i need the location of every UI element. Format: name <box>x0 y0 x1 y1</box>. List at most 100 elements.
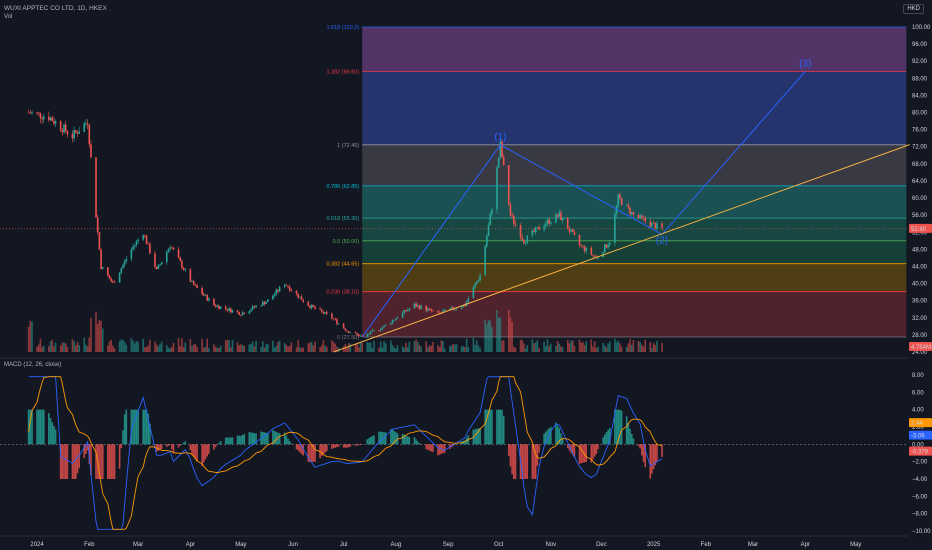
candle-body <box>425 305 428 311</box>
candle-body <box>324 312 326 314</box>
volume-bar <box>118 340 121 352</box>
histogram-tag: -0.379 <box>911 450 929 456</box>
macd-histogram-bar <box>390 429 392 445</box>
candle-body <box>261 301 264 306</box>
macd-histogram-bar <box>416 441 419 445</box>
volume-bar <box>555 345 557 352</box>
currency-badge[interactable]: HKD <box>903 4 924 14</box>
macd-histogram-bar <box>231 437 234 445</box>
macd-histogram-bar <box>285 435 288 445</box>
macd-histogram-bar <box>513 444 515 479</box>
price-tick-label: 36.00 <box>912 299 928 305</box>
volume-bar <box>248 344 251 352</box>
candle-body <box>390 323 392 325</box>
volume-bar <box>261 341 264 352</box>
candle-body <box>123 260 126 265</box>
volume-bar <box>218 348 220 352</box>
volume-bar <box>278 340 281 352</box>
volume-bar <box>502 339 505 352</box>
candle-body <box>326 312 328 314</box>
macd-histogram-bar <box>273 431 276 445</box>
candle-body <box>319 308 321 310</box>
x-tick-label: Oct <box>494 542 504 548</box>
drawings[interactable]: (1) (2) (3) <box>333 58 910 353</box>
volume-bar <box>159 344 161 352</box>
volume-bar <box>319 347 321 352</box>
macd-tick-label: −6.00 <box>912 494 928 500</box>
volume-bar <box>194 344 197 352</box>
macd-histogram-bar <box>236 435 239 445</box>
candle-body <box>39 112 42 119</box>
candle-body <box>64 124 67 132</box>
candle-body <box>661 223 663 228</box>
macd-histogram-bar <box>418 443 421 445</box>
x-axis: 2024 Feb Mar Apr May Jun Jul Aug Sep Oct Nov Dec 202… <box>30 542 861 548</box>
volume-bar <box>462 346 465 352</box>
macd-line <box>28 376 663 530</box>
macd-tick-label: −4.00 <box>912 477 928 483</box>
candle-body <box>651 222 653 227</box>
candle-body <box>171 247 173 249</box>
candle-body <box>334 318 337 320</box>
candle-body <box>53 121 55 124</box>
macd-histogram-bar <box>347 444 350 448</box>
volume-bar <box>369 342 372 352</box>
candle-body <box>359 335 362 337</box>
volume-bar <box>167 347 170 352</box>
macd-histogram-bar <box>543 433 545 445</box>
candle-body <box>322 311 325 314</box>
candle-body <box>627 204 630 208</box>
macd-panel <box>27 376 663 530</box>
x-tick-label: May <box>235 542 246 548</box>
candle-body <box>583 246 586 252</box>
volume-bar <box>107 345 109 352</box>
candle-body <box>582 245 584 247</box>
macd-histogram-bar <box>454 444 456 446</box>
macd-histogram-bar <box>438 444 441 455</box>
volume-bar <box>396 345 399 352</box>
last-price-tag-bg <box>909 223 932 233</box>
macd-histogram-bar <box>179 444 182 446</box>
volume-bar <box>29 320 32 352</box>
volume-bar <box>511 321 513 352</box>
volume-tag: 4.754M <box>911 345 931 351</box>
x-tick-label: Apr <box>801 542 810 548</box>
wave-label: (3) <box>799 58 811 69</box>
macd-histogram-bar <box>86 444 89 451</box>
volume-bar <box>177 338 180 352</box>
macd-histogram-bar <box>627 422 630 445</box>
candle-body <box>285 285 288 286</box>
candle-body <box>654 223 657 229</box>
candle-body <box>108 275 111 279</box>
candle-body <box>36 112 38 113</box>
volume-bar <box>184 342 187 352</box>
macd-histogram-bar <box>630 433 633 445</box>
candle-body <box>263 301 266 305</box>
volume-bar <box>331 340 333 352</box>
candle-body <box>642 217 645 219</box>
macd-histogram-bar <box>550 426 552 445</box>
macd-histogram-bar <box>149 423 151 445</box>
macd-histogram-bar <box>371 436 374 445</box>
macd-histogram-bar <box>336 444 338 448</box>
macd-histogram-bar <box>265 432 267 445</box>
volume-bar <box>491 326 493 352</box>
candle-body <box>90 144 92 158</box>
candle-body <box>112 281 114 283</box>
macd-histogram-bar <box>501 409 503 445</box>
volume-bar <box>147 345 150 352</box>
volume-bar <box>651 347 653 352</box>
candle-body <box>336 319 338 324</box>
candle-body <box>142 235 144 240</box>
macd-histogram-bar <box>479 428 481 445</box>
volume-bar <box>108 341 111 352</box>
candle-body <box>448 308 451 310</box>
volume-bar <box>538 348 540 352</box>
histogram-tag-bg <box>909 446 932 456</box>
volume-bar <box>383 341 385 352</box>
volume-bar <box>206 338 209 352</box>
price-tick-label: 48.00 <box>912 247 928 253</box>
candle-body <box>477 279 480 282</box>
macd-histogram-bar <box>521 444 524 479</box>
